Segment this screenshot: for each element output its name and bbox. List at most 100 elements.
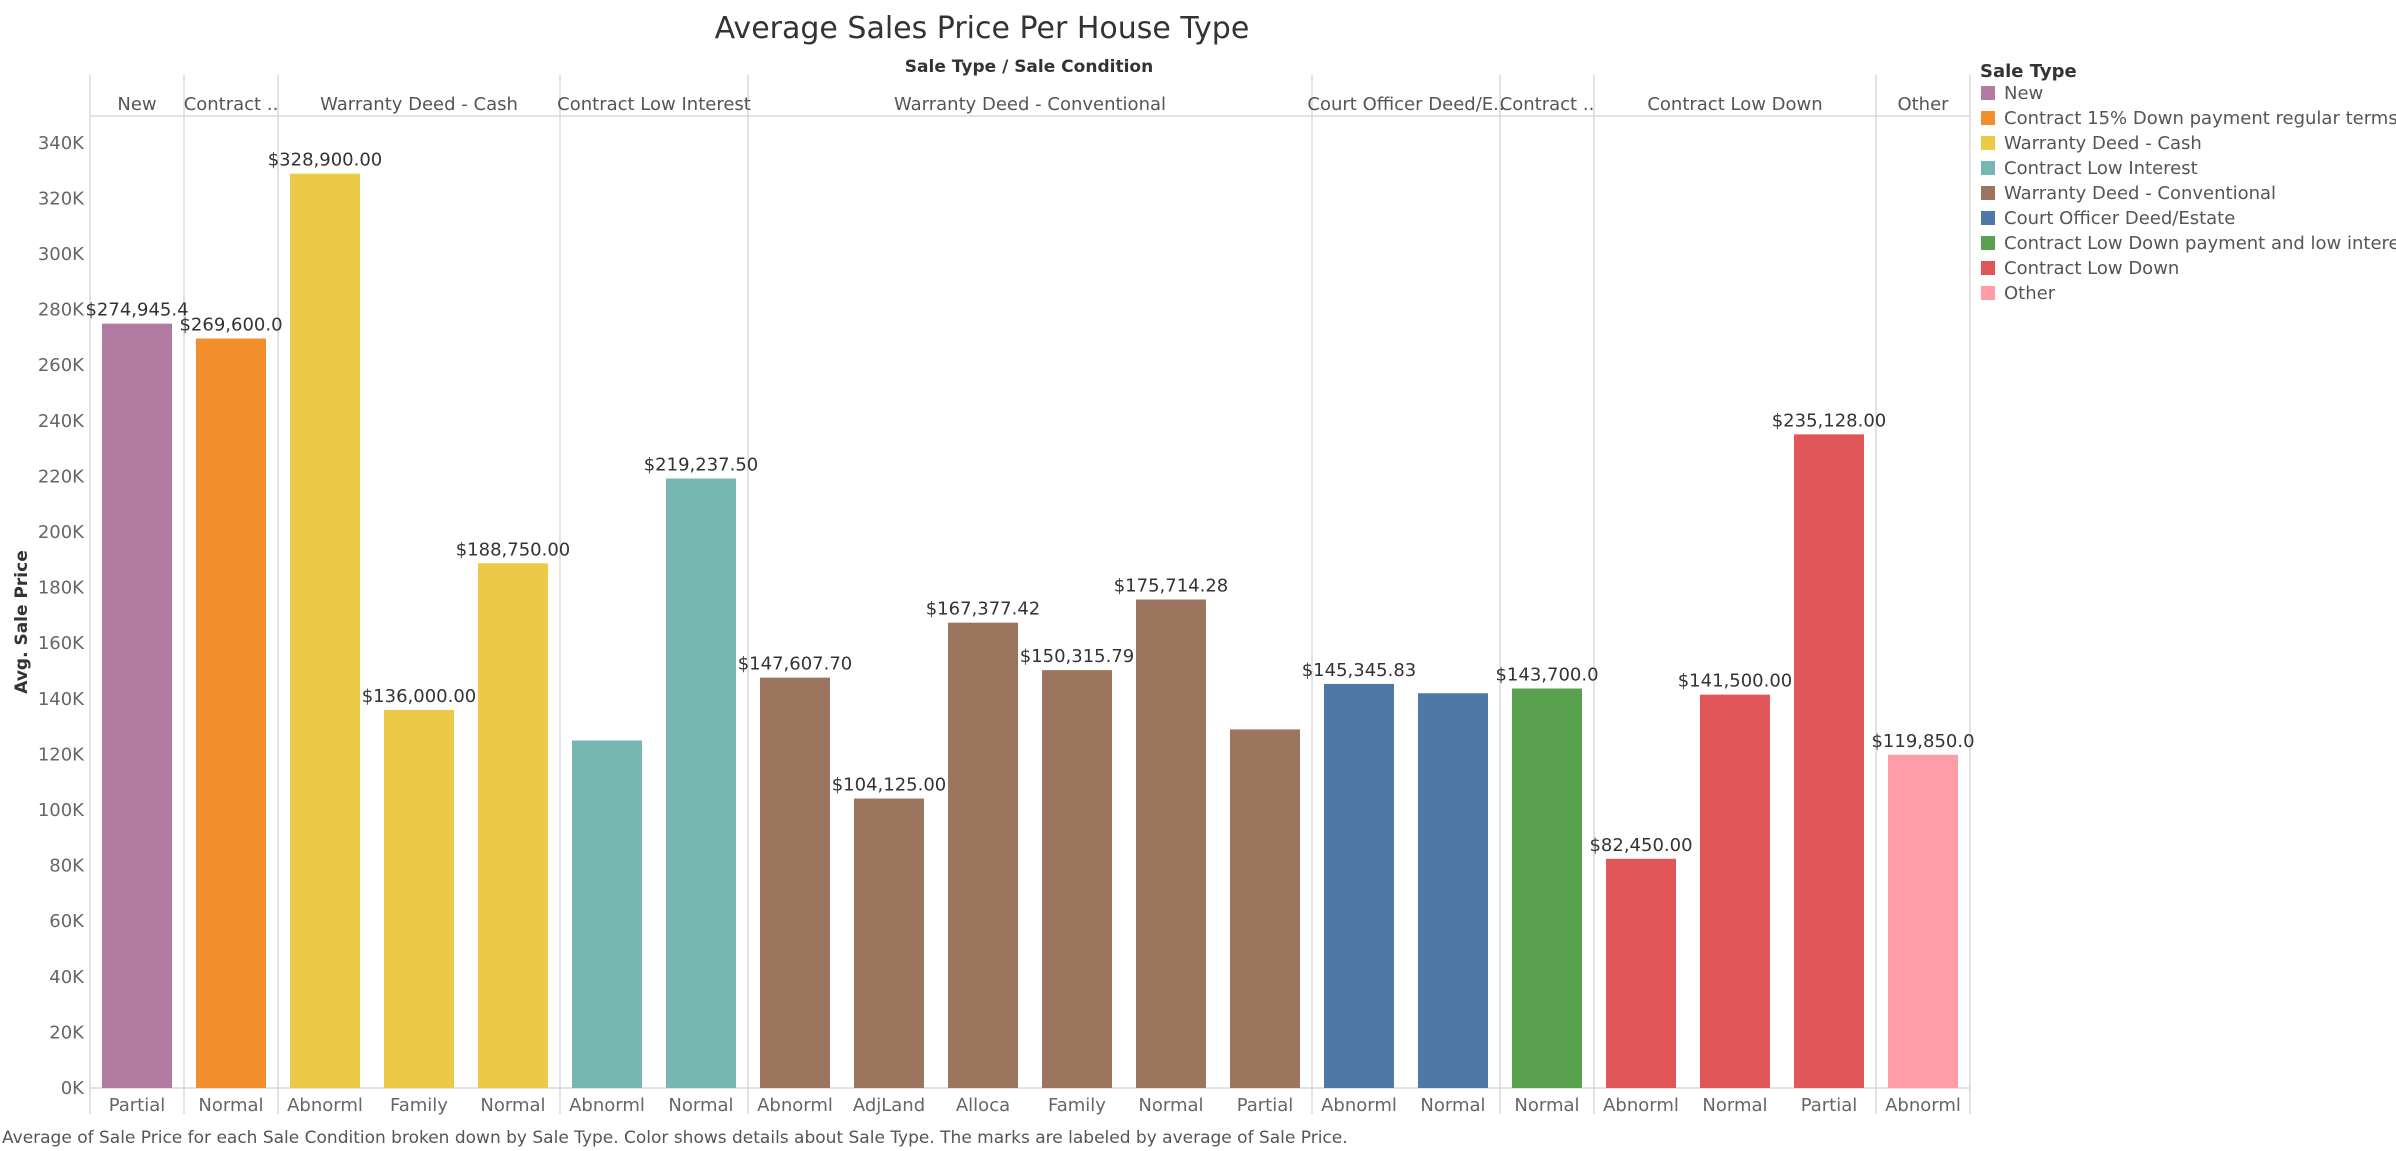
bar-value-label: $235,128.00 <box>1772 410 1887 431</box>
legend-swatch <box>1981 136 1995 150</box>
bar-value-label: $82,450.00 <box>1589 835 1692 856</box>
group-header-label: Warranty Deed - Cash <box>320 94 518 115</box>
bar <box>290 173 360 1088</box>
y-tick-label: 0K <box>61 1078 85 1099</box>
bar <box>1136 599 1206 1088</box>
bar <box>1512 688 1582 1088</box>
y-tick-label: 260K <box>38 355 85 376</box>
x-category-label: Normal <box>1514 1095 1579 1116</box>
bar <box>1606 858 1676 1088</box>
y-axis: 0K 20K 40K 60K 80K 100K 120K 140K 160K 180K 200K 22… <box>38 133 85 1099</box>
y-tick-label: 180K <box>38 578 85 599</box>
x-category-label: Normal <box>1138 1095 1203 1116</box>
bar <box>1888 754 1958 1088</box>
legend: New Contract 15% Down payment regular ter… <box>1981 83 2396 304</box>
group-header-label: Contract Low Down <box>1647 94 1822 115</box>
bar-value-label: $150,315.79 <box>1020 646 1135 667</box>
bar <box>1418 693 1488 1088</box>
group-header-label: Contract .. <box>1500 94 1595 115</box>
y-tick-label: 120K <box>38 744 85 765</box>
x-category-label: Abnorml <box>1321 1095 1397 1116</box>
bar <box>760 677 830 1088</box>
x-category-label: Normal <box>668 1095 733 1116</box>
bar <box>572 740 642 1088</box>
group-header-label: Contract .. <box>184 94 279 115</box>
legend-swatch <box>1981 286 1995 300</box>
bar <box>1042 670 1112 1088</box>
y-tick-label: 340K <box>38 133 85 154</box>
x-category-label: Abnorml <box>1603 1095 1679 1116</box>
bar <box>478 563 548 1088</box>
bar-value-label: $147,607.70 <box>738 654 853 675</box>
bars: $274,945.4 Partial $269,600.0 Normal $328,90… <box>85 150 1974 1116</box>
legend-swatch <box>1981 211 1995 225</box>
legend-item-label: Other <box>2004 283 2056 304</box>
legend-item-label: Contract Low Down payment and low intere… <box>2004 233 2396 254</box>
y-tick-label: 80K <box>49 856 85 877</box>
bar <box>948 622 1018 1088</box>
bar-value-label: $141,500.00 <box>1678 671 1793 692</box>
legend-swatch <box>1981 261 1995 275</box>
bar <box>1794 434 1864 1089</box>
bar-value-label: $136,000.00 <box>362 686 477 707</box>
group-header-label: Other <box>1897 94 1949 115</box>
bar-value-label: $328,900.00 <box>268 150 383 171</box>
legend-title: Sale Type <box>1980 61 2077 82</box>
x-category-label: Normal <box>1702 1095 1767 1116</box>
plot-frame <box>89 75 1971 1114</box>
bar-value-label: $167,377.42 <box>926 599 1041 620</box>
y-tick-label: 280K <box>38 300 85 321</box>
y-tick-label: 60K <box>49 911 85 932</box>
bar-value-label: $119,850.0 <box>1871 731 1974 752</box>
bar-value-label: $188,750.00 <box>456 539 571 560</box>
x-category-label: AdjLand <box>853 1095 925 1116</box>
bar <box>1700 694 1770 1088</box>
bar <box>1324 683 1394 1088</box>
x-category-label: Abnorml <box>1885 1095 1961 1116</box>
x-category-label: Abnorml <box>569 1095 645 1116</box>
y-tick-label: 320K <box>38 188 85 209</box>
y-tick-label: 20K <box>49 1022 85 1043</box>
bar-value-label: $143,700.0 <box>1495 665 1598 686</box>
bar <box>384 709 454 1088</box>
group-header-label: Warranty Deed - Conventional <box>894 94 1166 115</box>
legend-item-label: Contract Low Down <box>2004 258 2179 279</box>
group-header-label: New <box>117 94 156 115</box>
bar-value-label: $269,600.0 <box>179 315 282 336</box>
column-header: Sale Type / Sale Condition <box>905 57 1153 77</box>
legend-swatch <box>1981 86 1995 100</box>
x-category-label: Partial <box>109 1095 166 1116</box>
group-header-label: Contract Low Interest <box>557 94 751 115</box>
y-tick-label: 200K <box>38 522 85 543</box>
y-tick-label: 160K <box>38 633 85 654</box>
legend-swatch <box>1981 161 1995 175</box>
x-category-label: Abnorml <box>287 1095 363 1116</box>
x-category-label: Family <box>1048 1095 1106 1116</box>
bar-value-label: $175,714.28 <box>1114 576 1229 597</box>
bar <box>1230 729 1300 1088</box>
bar <box>666 478 736 1088</box>
chart-caption: Average of Sale Price for each Sale Cond… <box>2 1128 1348 1148</box>
legend-item-label: Contract 15% Down payment regular terms <box>2004 108 2396 129</box>
group-headers: New Contract .. Warranty Deed - Cash Contra… <box>117 94 1949 115</box>
group-header-label: Court Officer Deed/E.. <box>1307 94 1504 115</box>
x-category-label: Alloca <box>956 1095 1010 1116</box>
x-category-label: Normal <box>198 1095 263 1116</box>
chart-title: Average Sales Price Per House Type <box>715 11 1250 46</box>
bar-value-label: $145,345.83 <box>1302 660 1417 681</box>
x-category-label: Family <box>390 1095 448 1116</box>
bar-value-label: $274,945.4 <box>85 300 188 321</box>
bar-value-label: $104,125.00 <box>832 775 947 796</box>
y-tick-label: 40K <box>49 967 85 988</box>
legend-item-label: New <box>2004 83 2043 104</box>
legend-swatch <box>1981 111 1995 125</box>
y-axis-title: Avg. Sale Price <box>12 550 32 693</box>
y-tick-label: 240K <box>38 411 85 432</box>
y-tick-label: 100K <box>38 800 85 821</box>
x-category-label: Normal <box>480 1095 545 1116</box>
y-tick-label: 220K <box>38 466 85 487</box>
bar <box>854 798 924 1088</box>
legend-swatch <box>1981 186 1995 200</box>
legend-swatch <box>1981 236 1995 250</box>
y-tick-label: 300K <box>38 244 85 265</box>
